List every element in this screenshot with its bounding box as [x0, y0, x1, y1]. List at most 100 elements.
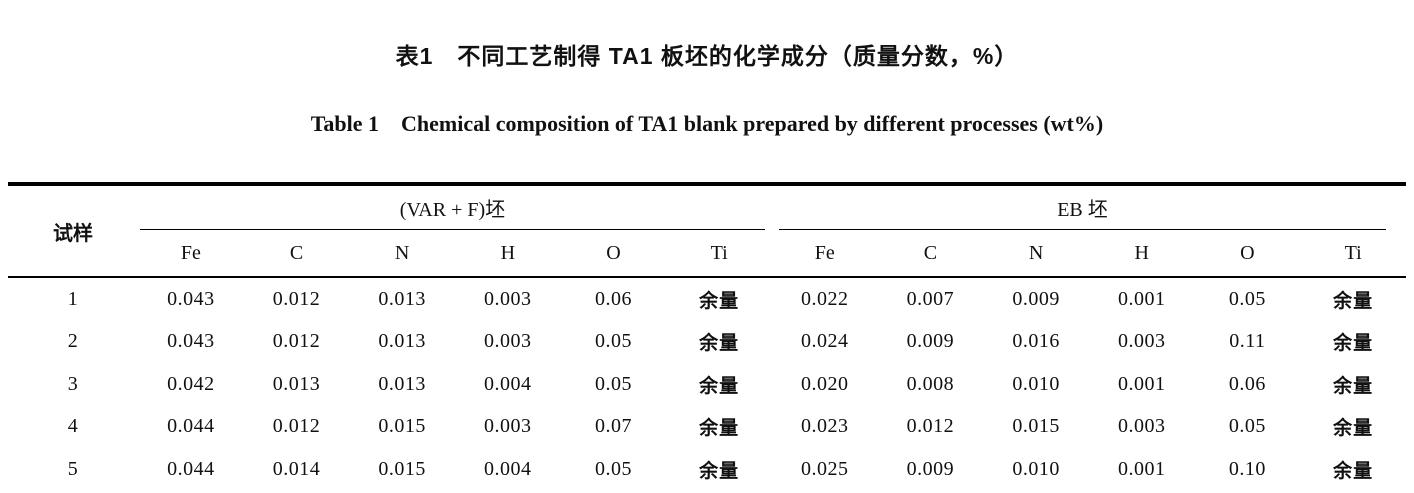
- row-label: 5: [67, 457, 79, 480]
- row-label: 2: [67, 330, 79, 353]
- value-cell: 0.06: [560, 490, 667, 493]
- value-cell: 0.024: [801, 330, 849, 353]
- table-row: 2 0.043 0.012 0.013 0.003 0.05 余量 0.024 0.009 0.0…: [8, 321, 1406, 364]
- table-row: 4 0.044 0.012 0.015 0.003 0.07 余量 0.023 0.012 0.0…: [8, 406, 1406, 449]
- value-cell: 0.07: [1194, 490, 1301, 493]
- element-column-header-eb-n: N: [983, 230, 1089, 278]
- value-cell: 0.05: [1228, 415, 1266, 438]
- value-cell: 0.023: [801, 415, 849, 438]
- average-row: 平均值0.0430.0130.0140.0030.06余量0.0230.0090…: [8, 490, 1406, 493]
- value-cell: 余量: [699, 460, 740, 482]
- value-cell: 0.007: [906, 287, 955, 310]
- value-cell: 0.012: [272, 330, 321, 353]
- value-cell: 0.003: [484, 330, 532, 353]
- value-cell: 余量: [1300, 490, 1406, 493]
- table-row: 3 0.042 0.013 0.013 0.004 0.05 余量 0.020 0.008 0.0…: [8, 363, 1406, 406]
- value-cell: 0.042: [167, 372, 215, 395]
- value-cell: 0.012: [983, 490, 1089, 493]
- element-column-header-varf-h: H: [454, 230, 561, 278]
- value-cell: 0.025: [801, 457, 849, 480]
- value-cell: 0.004: [484, 372, 532, 395]
- value-cell: 余量: [1333, 333, 1374, 355]
- composition-table: 试样 (VAR + F)坯 EB 坯 Fe C N H O Ti Fe C N H O Ti 1 0.0…: [8, 182, 1406, 493]
- value-cell: 0.009: [877, 490, 984, 493]
- value-cell: 0.003: [454, 490, 561, 493]
- group-header-eb: EB 坯: [778, 187, 1386, 230]
- row-label: 4: [67, 415, 79, 438]
- value-cell: 0.010: [1012, 372, 1060, 395]
- value-cell: 0.015: [378, 457, 426, 480]
- value-cell: 余量: [699, 333, 740, 355]
- value-cell: 0.05: [1228, 287, 1266, 310]
- value-cell: 0.043: [167, 330, 215, 353]
- element-column-header-varf-o: O: [560, 230, 667, 278]
- value-cell: 0.013: [378, 287, 426, 310]
- value-cell: 0.10: [1228, 457, 1266, 480]
- element-column-header-eb-o: O: [1194, 230, 1301, 278]
- value-cell: 0.003: [484, 415, 532, 438]
- value-cell: 0.022: [801, 287, 849, 310]
- value-cell: 0.06: [1228, 372, 1266, 395]
- value-cell: 0.013: [243, 490, 350, 493]
- value-cell: 0.05: [594, 457, 632, 480]
- value-cell: 0.008: [906, 372, 955, 395]
- group-header-row: 试样 (VAR + F)坯 EB 坯: [8, 184, 1406, 278]
- value-cell: 余量: [699, 290, 740, 312]
- value-cell: 余量: [1333, 375, 1374, 397]
- value-cell: 0.023: [771, 490, 878, 493]
- value-cell: 0.003: [484, 287, 532, 310]
- group-header-cell-var-f: (VAR + F)坯: [138, 184, 772, 230]
- value-cell: 0.11: [1229, 330, 1266, 353]
- value-cell: 0.044: [167, 457, 215, 480]
- element-column-header-varf-ti: Ti: [666, 230, 772, 278]
- value-cell: 0.009: [906, 457, 955, 480]
- value-cell: 余量: [699, 418, 740, 440]
- value-cell: 0.014: [272, 457, 321, 480]
- value-cell: 0.013: [378, 372, 426, 395]
- element-column-header-eb-ti: Ti: [1300, 230, 1406, 278]
- value-cell: 0.06: [594, 287, 632, 310]
- table-title-en: Table 1 Chemical composition of TA1 blan…: [310, 111, 1104, 136]
- group-header-cell-eb: EB 坯: [772, 184, 1406, 230]
- value-cell: 0.05: [594, 372, 632, 395]
- value-cell: 余量: [666, 490, 772, 493]
- value-cell: 余量: [699, 375, 740, 397]
- value-cell: 0.020: [801, 372, 849, 395]
- element-column-header-eb-h: H: [1088, 230, 1195, 278]
- value-cell: 0.043: [138, 490, 244, 493]
- value-cell: 0.013: [272, 372, 321, 395]
- value-cell: 0.009: [1012, 287, 1060, 310]
- value-cell: 0.004: [484, 457, 532, 480]
- value-cell: 0.002: [1088, 490, 1195, 493]
- table-row: 5 0.044 0.014 0.015 0.004 0.05 余量 0.025 0.009 0.0…: [8, 448, 1406, 491]
- value-cell: 0.001: [1117, 457, 1166, 480]
- element-column-header-varf-fe: Fe: [138, 230, 244, 278]
- value-cell: 0.07: [594, 415, 632, 438]
- value-cell: 0.001: [1117, 372, 1166, 395]
- value-cell: 0.014: [349, 490, 455, 493]
- element-header-row: Fe C N H O Ti Fe C N H O Ti: [8, 230, 1406, 278]
- table-row: 1 0.043 0.012 0.013 0.003 0.06 余量 0.022 0.007 0.0…: [8, 277, 1406, 321]
- value-cell: 余量: [1333, 418, 1374, 440]
- element-column-header-eb-fe: Fe: [771, 230, 878, 278]
- value-cell: 余量: [1333, 460, 1374, 482]
- value-cell: 0.010: [1012, 457, 1060, 480]
- table-caption: 表1 不同工艺制得 TA1 板坯的化学成分（质量分数，%） Table 1 Ch…: [0, 4, 1414, 176]
- value-cell: 0.001: [1117, 287, 1166, 310]
- sample-column-header: 试样: [8, 184, 138, 278]
- element-column-header-varf-n: N: [349, 230, 455, 278]
- value-cell: 0.012: [272, 287, 321, 310]
- element-column-header-eb-c: C: [877, 230, 984, 278]
- value-cell: 0.015: [1012, 415, 1060, 438]
- table-title-zh: 表1 不同工艺制得 TA1 板坯的化学成分（质量分数，%）: [395, 43, 1019, 69]
- value-cell: 0.043: [167, 287, 215, 310]
- value-cell: 0.013: [378, 330, 426, 353]
- value-cell: 0.015: [378, 415, 426, 438]
- group-header-var-f: (VAR + F)坯: [140, 187, 765, 230]
- value-cell: 0.003: [1117, 415, 1166, 438]
- value-cell: 0.009: [906, 330, 955, 353]
- value-cell: 0.012: [272, 415, 321, 438]
- value-cell: 0.003: [1117, 330, 1166, 353]
- row-label: 3: [67, 372, 79, 395]
